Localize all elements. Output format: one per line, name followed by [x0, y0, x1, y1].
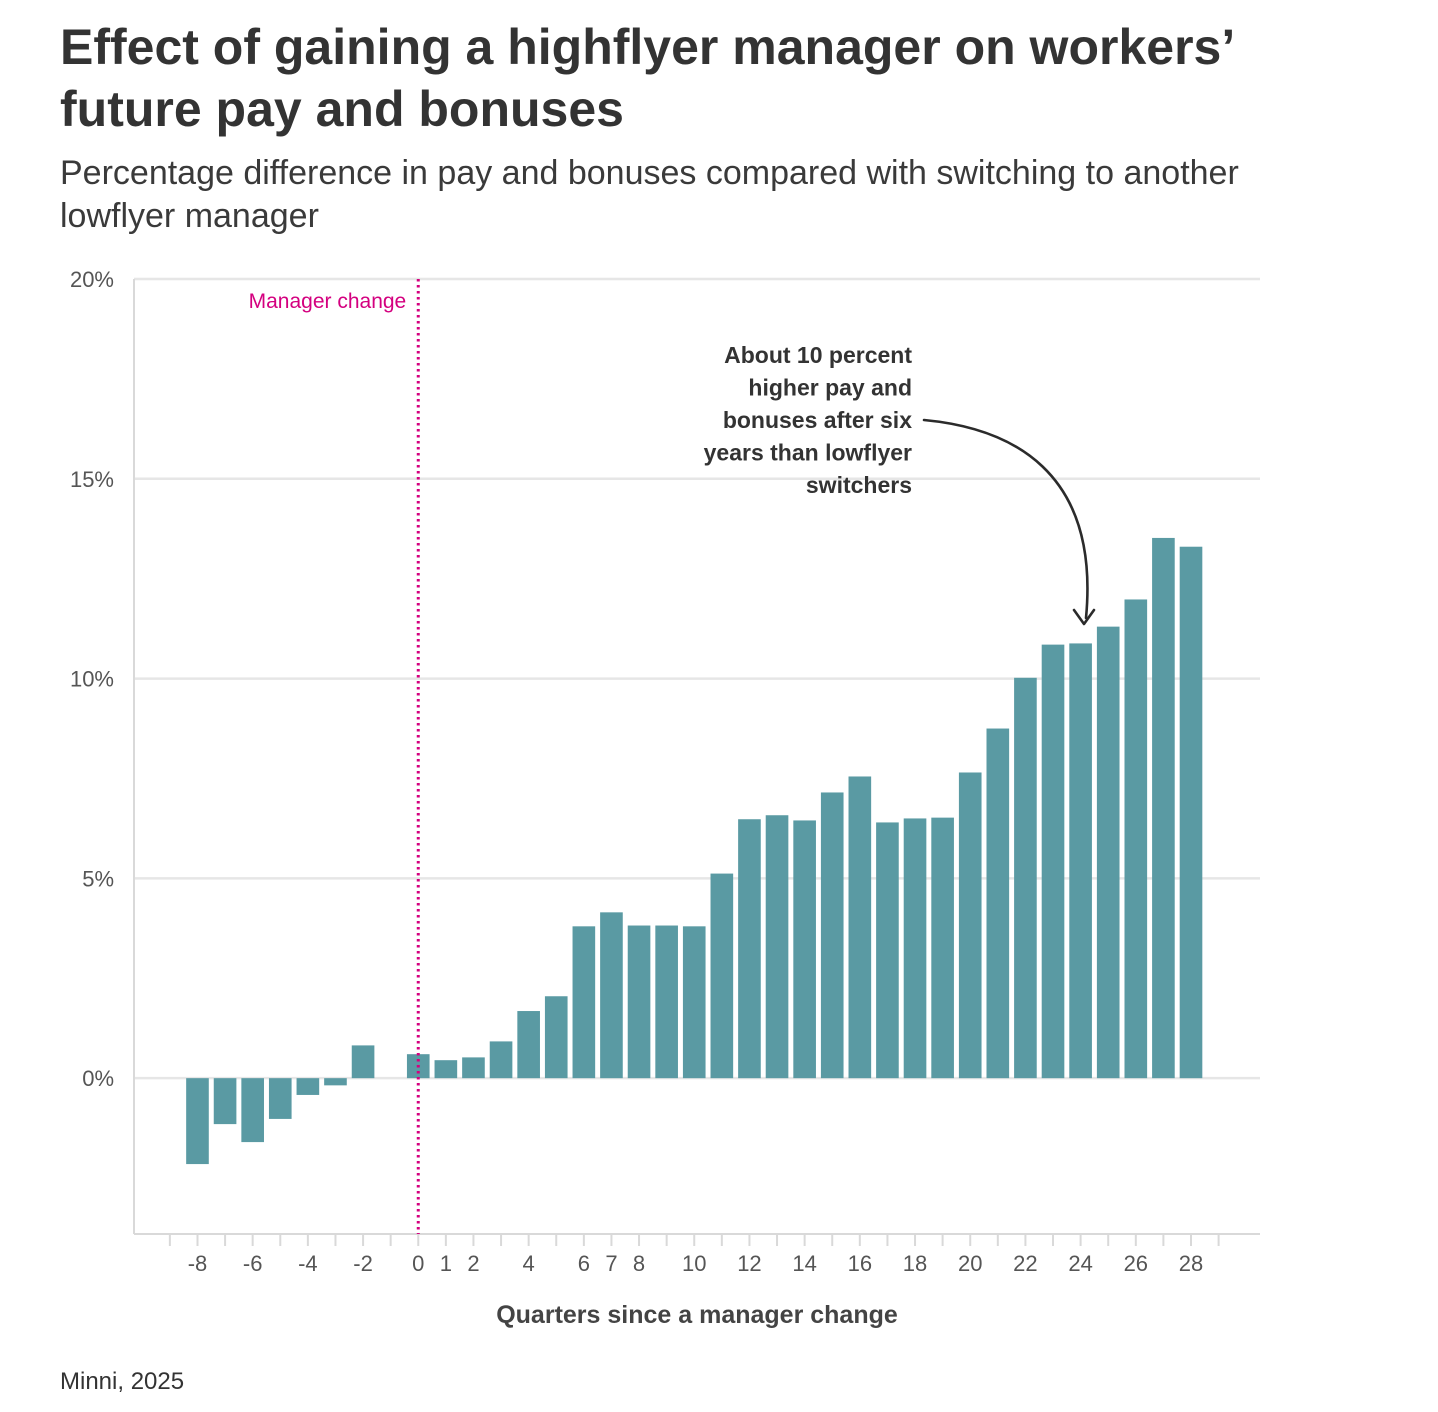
x-tick-label: 1: [440, 1251, 452, 1276]
bar: [1124, 599, 1148, 1079]
x-tick-label: -8: [188, 1251, 208, 1276]
bar: [489, 1041, 513, 1079]
bar: [848, 776, 872, 1079]
x-tick-label: -4: [298, 1251, 318, 1276]
annotation-arrowhead: [1072, 608, 1096, 626]
bar: [793, 820, 816, 1079]
manager-change-label: Manager change: [249, 290, 407, 313]
y-tick-label: 10%: [70, 667, 114, 692]
bar: [931, 817, 954, 1079]
x-tick-label: 16: [848, 1251, 872, 1276]
bar: [682, 926, 706, 1079]
bar: [765, 815, 789, 1079]
bars: [186, 537, 1203, 1165]
source-note: Minni, 2025: [60, 1368, 185, 1395]
x-tick-label: 24: [1068, 1251, 1092, 1276]
bar: [186, 1078, 209, 1165]
bar: [600, 912, 623, 1079]
bar: [876, 822, 899, 1079]
annotation-line: About 10 percent: [724, 342, 912, 368]
y-tick-label: 0%: [82, 1066, 114, 1091]
bar: [710, 873, 734, 1079]
annotation: About 10 percent higher pay and bonuses af…: [704, 342, 1096, 626]
bar: [572, 926, 596, 1079]
bar: [296, 1078, 320, 1095]
reference-line-group: Manager change: [249, 279, 420, 1234]
bar: [517, 1011, 540, 1079]
annotation-text: About 10 percent higher pay and bonuses af…: [704, 342, 913, 498]
annotation-arrow: [922, 418, 1089, 620]
x-tick-label: 26: [1124, 1251, 1148, 1276]
x-tick-label: 6: [578, 1251, 590, 1276]
x-tick-label: 4: [523, 1251, 535, 1276]
annotation-line: years than lowflyer: [704, 440, 912, 466]
bar: [462, 1057, 485, 1079]
bar: [268, 1078, 292, 1119]
x-tick-label: 12: [737, 1251, 761, 1276]
x-tick-label: 0: [412, 1251, 424, 1276]
x-tick-label: 20: [958, 1251, 982, 1276]
y-tick-label: 15%: [70, 467, 114, 492]
axes: 0%5%10%15%20%-8 -6 -4 -2 0 1 2 4 6 7 8 10 12 14 16 18 20…: [70, 267, 1260, 1276]
bar: [434, 1060, 458, 1079]
bar: [324, 1078, 347, 1086]
bar: [738, 819, 761, 1079]
annotation-line: higher pay and: [748, 375, 912, 401]
bar: [1096, 626, 1120, 1079]
x-tick-label: 28: [1179, 1251, 1203, 1276]
bar: [627, 925, 651, 1079]
bar: [1069, 643, 1092, 1079]
bar: [820, 792, 844, 1079]
bar: [213, 1078, 237, 1125]
chart-title: Effect of gaining a highflyer manager on…: [60, 19, 1233, 137]
x-tick-label: -2: [353, 1251, 373, 1276]
x-tick-label: 14: [792, 1251, 816, 1276]
chart-subtitle: Percentage difference in pay and bonuses…: [60, 154, 1239, 235]
y-tick-label: 20%: [70, 267, 114, 292]
bar: [241, 1078, 264, 1143]
annotation-line: bonuses after six: [723, 407, 912, 433]
bar: [958, 772, 982, 1079]
bar: [1179, 546, 1203, 1079]
bar: [1041, 644, 1065, 1079]
bar: [544, 996, 568, 1079]
bar: [986, 728, 1010, 1079]
bar: [1152, 537, 1175, 1079]
bar: [351, 1045, 375, 1079]
bar: [903, 818, 927, 1079]
y-tick-label: 5%: [82, 866, 114, 891]
bar: [1014, 677, 1037, 1079]
x-tick-label: 10: [682, 1251, 706, 1276]
x-tick-label: 7: [605, 1251, 617, 1276]
x-tick-label: 2: [467, 1251, 479, 1276]
x-tick-label: 8: [633, 1251, 645, 1276]
x-axis-label: Quarters since a manager change: [496, 1301, 898, 1329]
x-tick-label: 18: [903, 1251, 927, 1276]
x-tick-label: -6: [243, 1251, 263, 1276]
bar: [655, 925, 678, 1079]
x-tick-label: 22: [1013, 1251, 1037, 1276]
annotation-line: switchers: [806, 472, 912, 498]
